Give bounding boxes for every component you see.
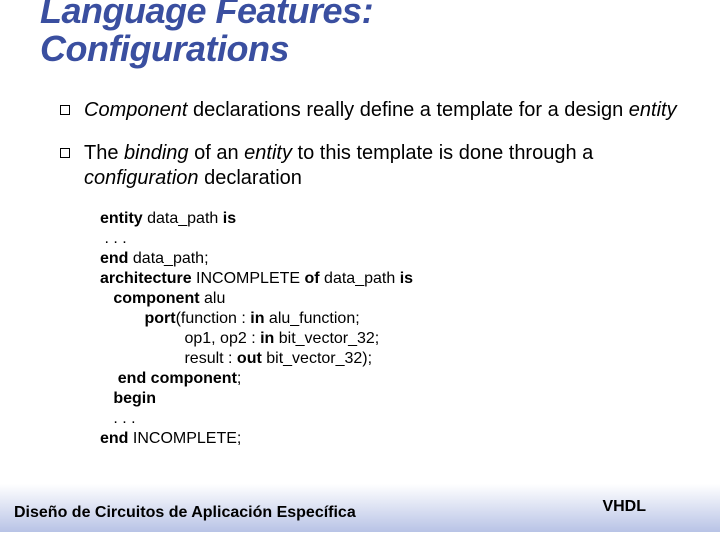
bullet-list: Component declarations really define a t… <box>40 98 680 191</box>
slide: Language Features: Configurations Compon… <box>0 0 720 532</box>
title-line-1: Language Features: <box>40 0 680 30</box>
bullet-item: The binding of an entity to this templat… <box>60 141 680 191</box>
bullet-text: Component declarations really define a t… <box>84 98 677 123</box>
code-block: entity data_path is . . .end data_path;a… <box>100 209 680 449</box>
footer: Diseño de Circuitos de Aplicación Especí… <box>0 484 720 532</box>
title-line-2: Configurations <box>40 30 680 68</box>
square-bullet-icon <box>60 148 70 158</box>
bullet-text: The binding of an entity to this templat… <box>84 141 680 191</box>
footer-left: Diseño de Circuitos de Aplicación Especí… <box>14 504 356 526</box>
footer-right: VHDL <box>602 498 706 526</box>
slide-title: Language Features: Configurations <box>40 0 680 68</box>
bullet-item: Component declarations really define a t… <box>60 98 680 123</box>
square-bullet-icon <box>60 105 70 115</box>
